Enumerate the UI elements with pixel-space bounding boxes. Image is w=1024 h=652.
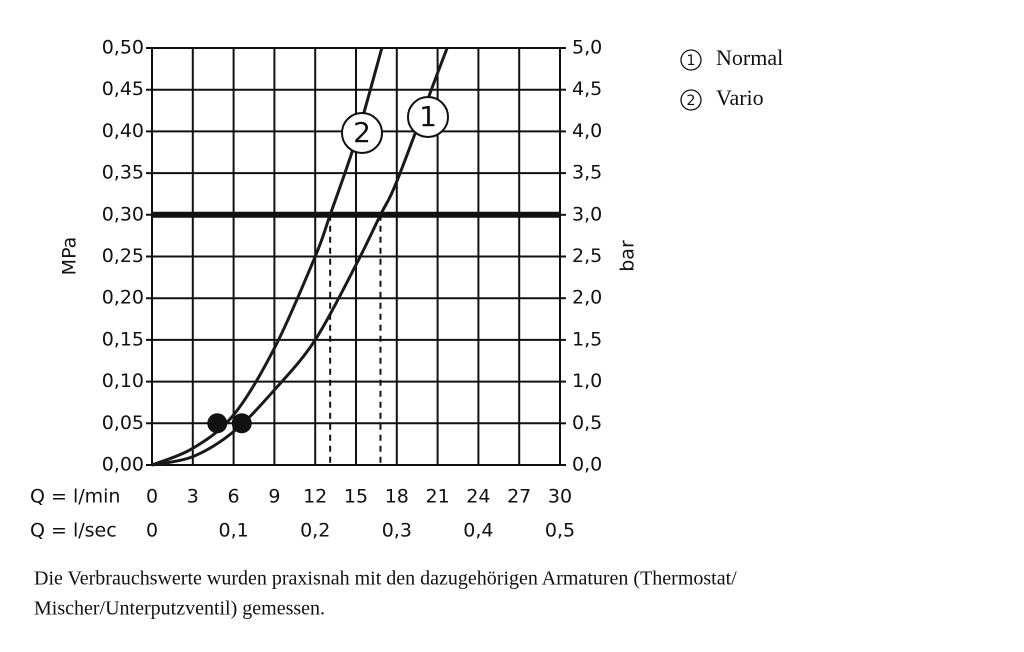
- x2-tick-label: 0,2: [300, 520, 330, 542]
- x-tick-label: 9: [268, 486, 280, 508]
- y2-tick-label: 4,5: [572, 78, 602, 100]
- y-tick-label: 0,05: [102, 412, 144, 434]
- x-tick-label: 18: [385, 486, 409, 508]
- point: [207, 413, 228, 434]
- x-axis-label: Q = l/min: [30, 486, 120, 508]
- y-tick-label: 0,10: [102, 370, 144, 392]
- y2-tick-label: 0,5: [572, 412, 602, 434]
- y2-tick-label: 0,0: [572, 454, 602, 476]
- point: [231, 413, 252, 434]
- x2-tick-label: 0,3: [382, 520, 412, 542]
- legend-circle: [680, 89, 702, 111]
- y2-tick-label: 1,0: [572, 370, 602, 392]
- caption: Mischer/Unterputzventil) gemessen.: [34, 598, 325, 620]
- x-tick-label: 27: [507, 486, 531, 508]
- x-tick-label: 0: [146, 486, 158, 508]
- y2-tick-label: 2,5: [572, 245, 602, 267]
- x-tick-label: 3: [187, 486, 199, 508]
- curve-label: 1: [419, 100, 437, 133]
- x2-tick-label: 0,5: [545, 520, 575, 542]
- legend-number: 2: [687, 93, 696, 109]
- legend-number: 1: [687, 53, 696, 69]
- y2-tick-label: 3,0: [572, 203, 602, 225]
- x-tick-label: 15: [344, 486, 368, 508]
- y-tick-label: 0,50: [102, 37, 144, 59]
- x-tick-label: 24: [466, 486, 490, 508]
- legend-label: Normal: [716, 45, 783, 70]
- y-tick-label: 0,00: [102, 454, 144, 476]
- x-tick-label: 21: [426, 486, 450, 508]
- y-tick-label: 0,45: [102, 78, 144, 100]
- y-tick-label: 0,20: [102, 287, 144, 309]
- curve-label-circle: [341, 112, 383, 154]
- x2-tick-label: 0,1: [218, 520, 248, 542]
- y2-tick-label: 3,5: [572, 162, 602, 184]
- x2-tick-label: 0: [146, 520, 158, 542]
- y-axis-label: MPa: [59, 237, 81, 276]
- curve-label: 2: [353, 116, 371, 149]
- y2-tick-label: 4,0: [572, 120, 602, 142]
- caption: Die Verbrauchswerte wurden praxisnah mit…: [34, 568, 737, 590]
- y2-tick-label: 5,0: [572, 37, 602, 59]
- y-tick-label: 0,35: [102, 162, 144, 184]
- x-tick-label: 30: [548, 486, 572, 508]
- legend-label: Vario: [716, 85, 764, 110]
- y-tick-label: 0,25: [102, 245, 144, 267]
- x-tick-label: 12: [303, 486, 327, 508]
- y-tick-label: 0,15: [102, 328, 144, 350]
- x-tick-label: 6: [228, 486, 240, 508]
- y2-tick-label: 2,0: [572, 287, 602, 309]
- y2-axis-label: bar: [617, 240, 639, 272]
- x2-axis-label: Q = l/sec: [30, 520, 117, 542]
- y-tick-label: 0,40: [102, 120, 144, 142]
- y2-tick-label: 1,5: [572, 328, 602, 350]
- curve-label-circle: [407, 96, 449, 138]
- x2-tick-label: 0,4: [463, 520, 493, 542]
- legend-circle: [680, 49, 702, 71]
- y-tick-label: 0,30: [102, 203, 144, 225]
- plot-frame: [151, 47, 561, 466]
